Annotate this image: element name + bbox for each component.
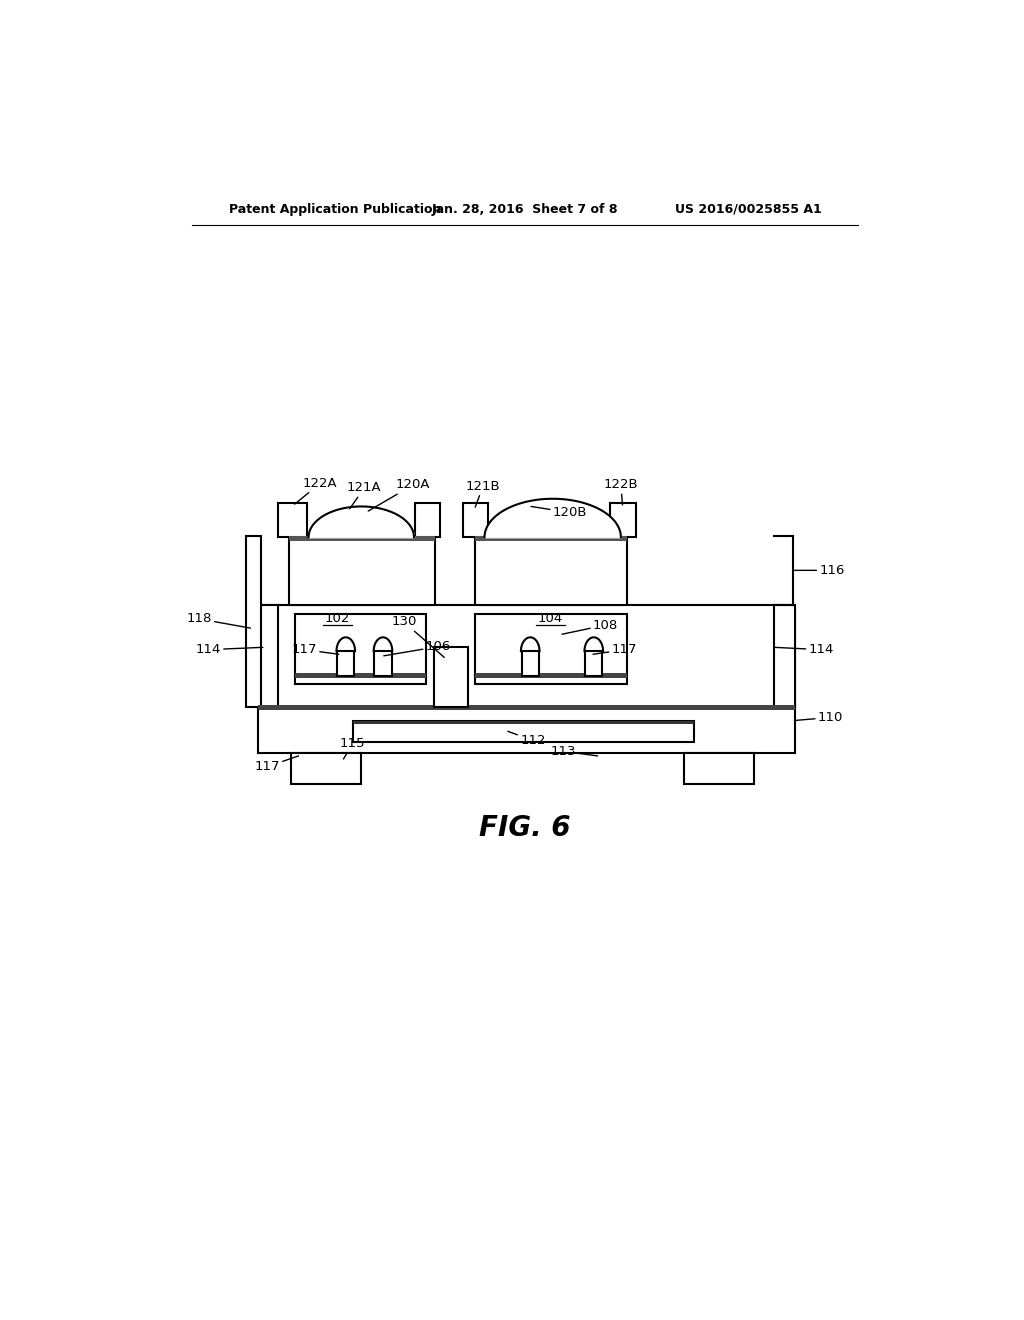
Text: 118: 118 [186,612,251,628]
Text: 117: 117 [254,756,299,774]
Bar [521,651,539,676]
Text: 120B: 120B [531,506,587,519]
Text: US 2016/0025855 A1: US 2016/0025855 A1 [675,203,821,215]
Bar [475,536,627,605]
Bar [352,721,693,742]
Bar [434,647,468,706]
Bar [475,536,627,541]
Text: 122B: 122B [603,478,638,506]
Bar [291,752,360,784]
Bar [610,503,636,537]
Bar [258,605,279,706]
Text: 116: 116 [793,564,845,577]
Text: 104: 104 [538,612,563,626]
Text: 115: 115 [340,737,366,759]
Text: 113: 113 [551,744,598,758]
Bar [295,673,426,678]
Bar [475,614,627,684]
Bar [258,605,795,706]
Bar [415,503,439,537]
Bar [352,721,693,725]
Text: 120A: 120A [369,478,430,511]
Bar [258,705,795,710]
Bar [684,752,755,784]
Text: 117: 117 [292,643,339,656]
Text: FIG. 6: FIG. 6 [479,814,570,842]
Bar [289,536,435,605]
Bar [337,651,354,676]
Text: 112: 112 [508,731,546,747]
Text: 130: 130 [391,615,444,657]
Text: Patent Application Publication: Patent Application Publication [228,203,441,215]
Text: 114: 114 [774,643,834,656]
Bar [295,614,426,684]
Bar [475,673,627,678]
Bar [289,536,435,541]
Text: Jan. 28, 2016  Sheet 7 of 8: Jan. 28, 2016 Sheet 7 of 8 [431,203,618,215]
Bar [246,536,261,706]
Bar [774,605,795,706]
Bar [278,503,307,537]
Text: 108: 108 [562,619,618,635]
Text: 121A: 121A [347,482,382,508]
Text: 102: 102 [325,612,350,626]
Bar [258,705,795,752]
Text: 117: 117 [593,643,637,656]
Bar [586,651,602,676]
Text: 114: 114 [196,643,263,656]
Bar [375,651,391,676]
Text: 106: 106 [384,640,451,656]
Text: 121B: 121B [466,480,501,507]
Bar [463,503,487,537]
Text: 110: 110 [795,711,843,723]
Text: 122A: 122A [295,477,338,504]
